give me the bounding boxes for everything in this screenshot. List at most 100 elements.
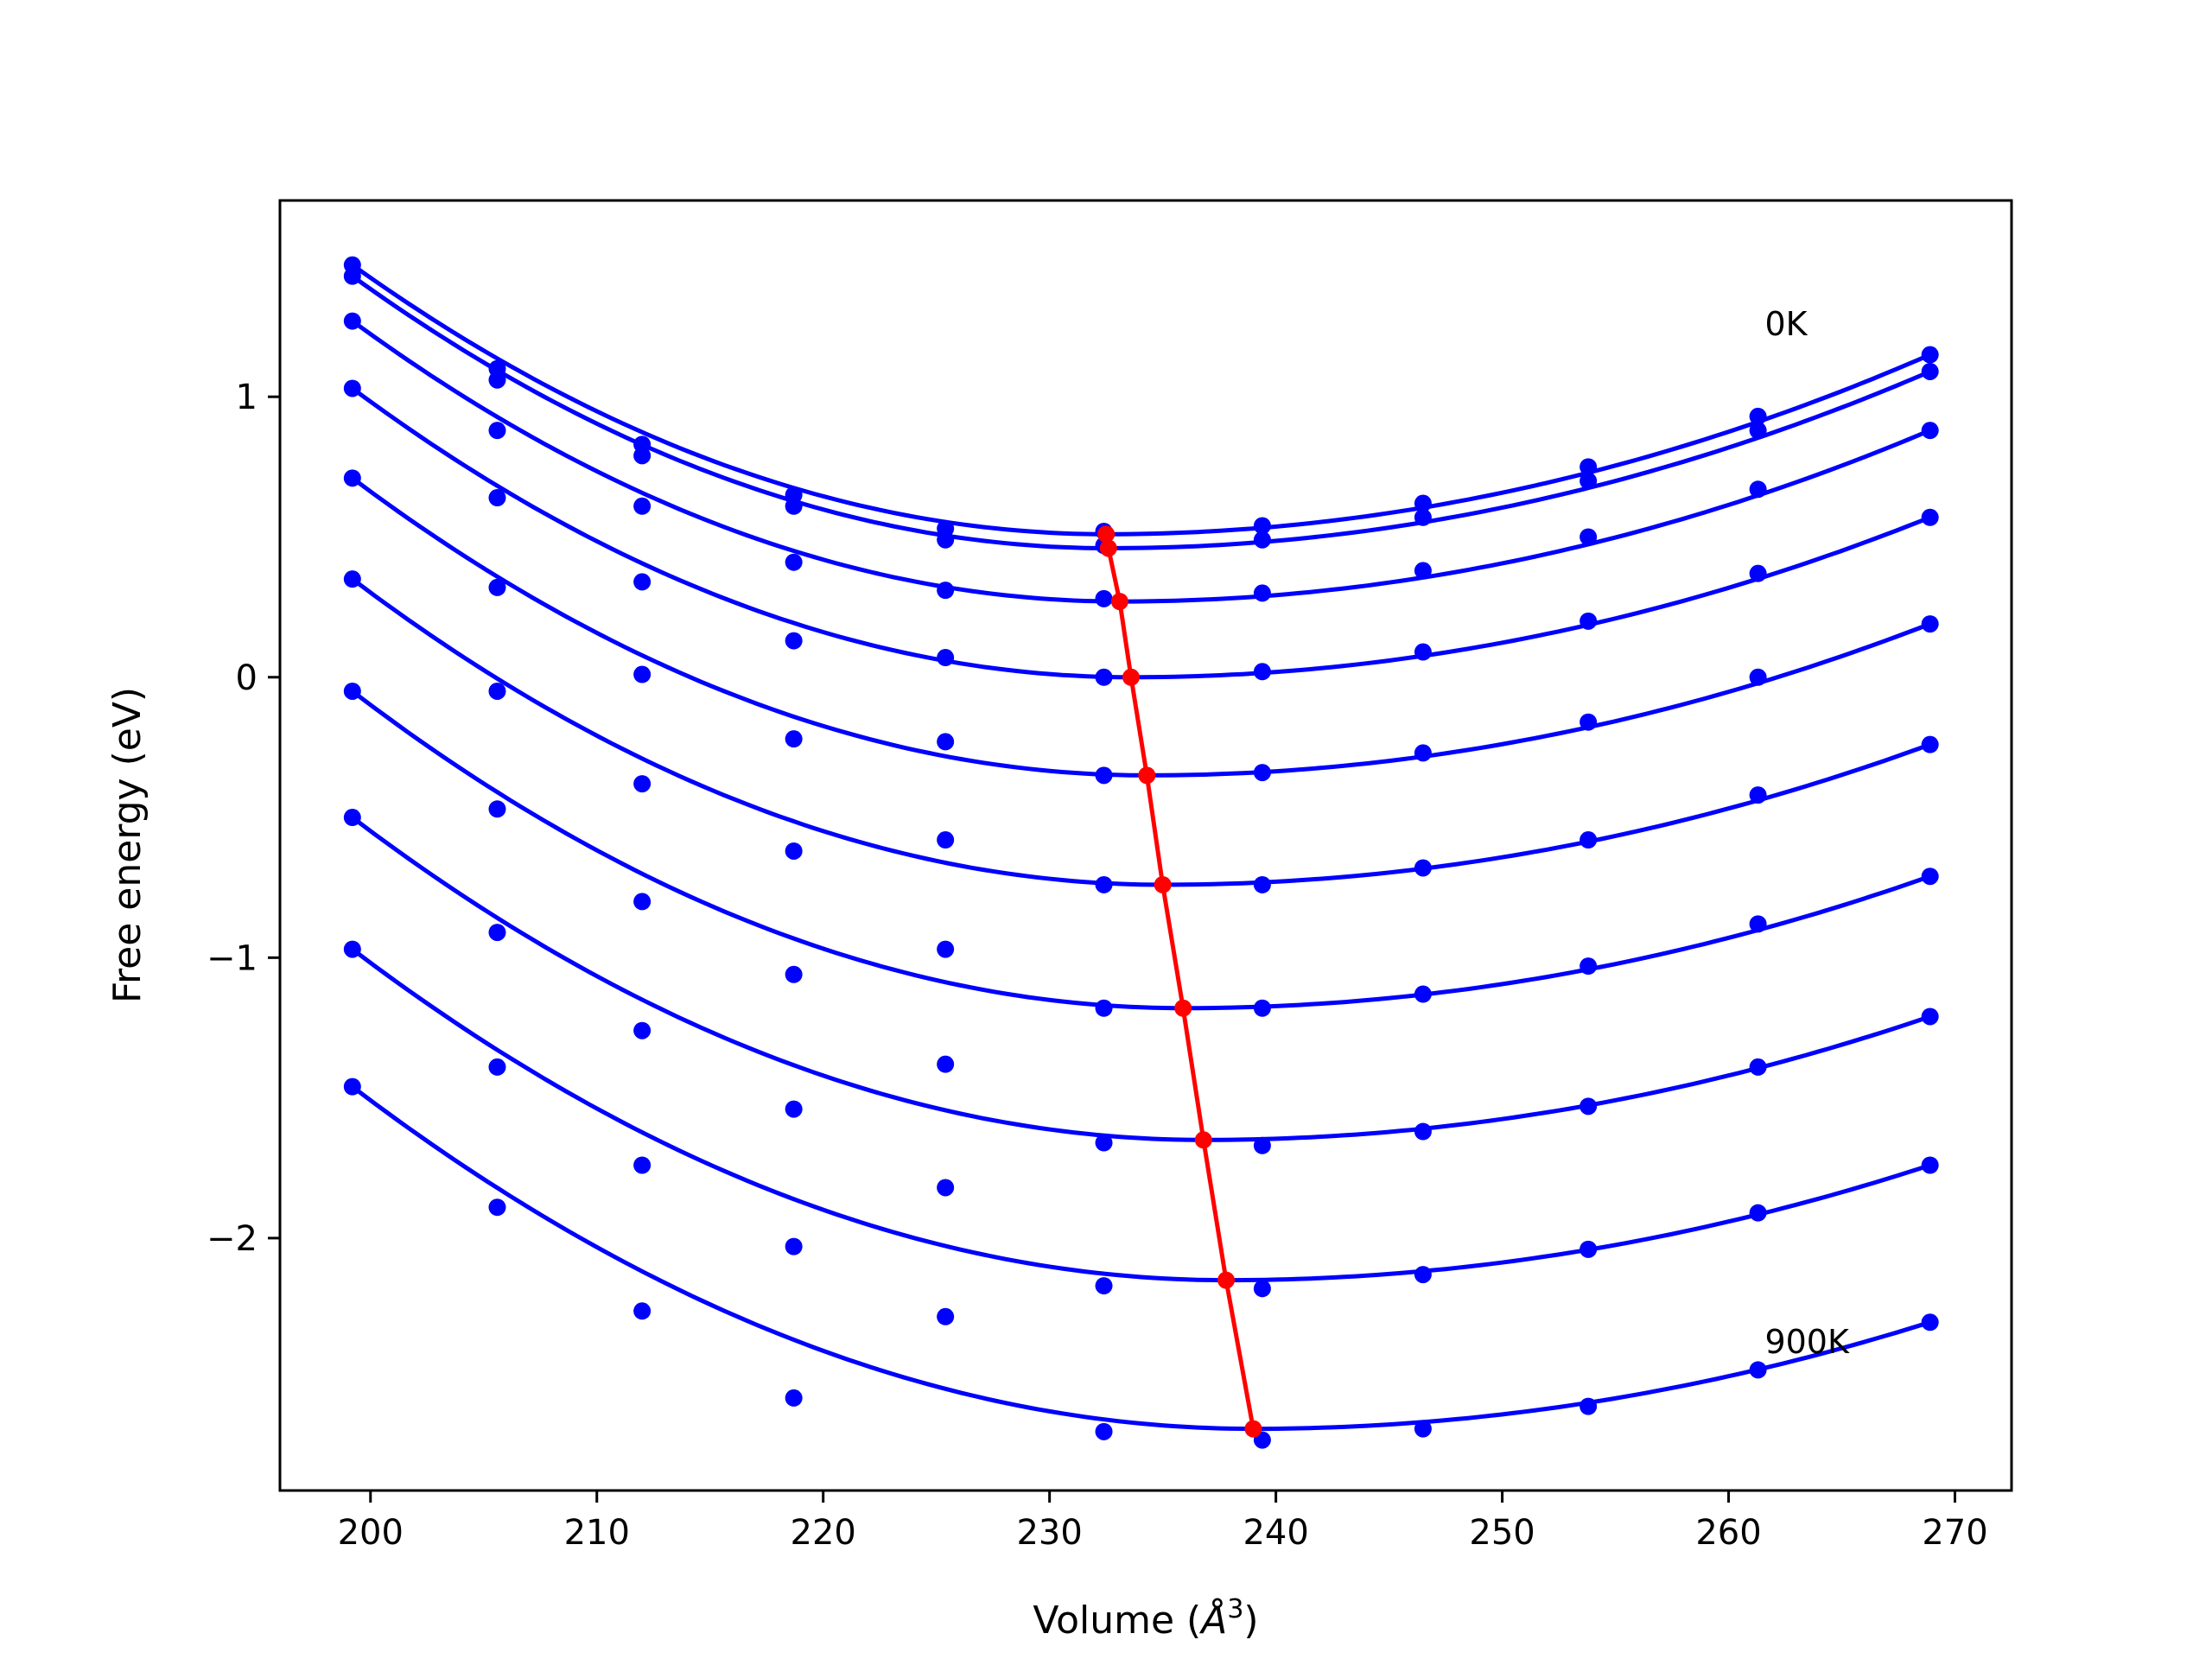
fit-curve-6 (351, 690, 1931, 1011)
data-point (633, 497, 652, 515)
data-point (1921, 508, 1939, 526)
data-point (1095, 1277, 1113, 1295)
fit-curve-7 (351, 816, 1931, 1142)
data-point (1253, 999, 1271, 1017)
data-point (937, 733, 955, 751)
y-axis-ticks: 1 0 −1 −2 (207, 378, 280, 1259)
minimum-line (1097, 525, 1262, 1438)
data-point (1580, 957, 1598, 976)
fit-curve-3 (351, 386, 1931, 680)
minimum-path (1103, 533, 1255, 1430)
data-point (1921, 735, 1939, 753)
y-tick-label: −2 (207, 1219, 257, 1259)
data-point (1580, 472, 1598, 490)
data-point (633, 1021, 652, 1039)
data-point (785, 965, 803, 983)
data-point (488, 800, 506, 818)
data-point (488, 489, 506, 507)
data-point (1749, 786, 1767, 804)
data-point (343, 1077, 361, 1096)
x-tick-label: 270 (1922, 1513, 1987, 1553)
plot-frame (278, 199, 2013, 1492)
data-point (343, 267, 361, 285)
data-point (1095, 766, 1113, 785)
data-point (1095, 1422, 1113, 1440)
data-point (1095, 1134, 1113, 1152)
y-tick-label: 1 (236, 378, 257, 417)
data-point (1414, 1122, 1432, 1141)
data-point (343, 940, 361, 958)
x-tick-label: 210 (564, 1513, 630, 1553)
x-tick-label: 220 (791, 1513, 856, 1553)
data-point (1253, 1136, 1271, 1154)
data-point (1580, 1240, 1598, 1258)
data-point (488, 578, 506, 596)
data-point (1921, 868, 1939, 886)
data-point (937, 1307, 955, 1325)
x-tick-label: 250 (1469, 1513, 1535, 1553)
data-point (1253, 584, 1271, 602)
data-point (1749, 407, 1767, 425)
y-tick-label: 0 (236, 658, 257, 698)
minimum-point (1097, 525, 1116, 543)
data-point (785, 1389, 803, 1407)
data-point (785, 553, 803, 571)
data-point (343, 682, 361, 700)
data-point (1749, 1361, 1767, 1379)
data-point (1921, 1156, 1939, 1174)
data-point (633, 665, 652, 683)
fit-curve-9 (351, 1084, 1931, 1432)
minimum-point (1138, 766, 1156, 785)
fit-curve-0 (351, 263, 1931, 537)
data-point (633, 573, 652, 591)
x-tick-label: 240 (1243, 1513, 1308, 1553)
data-point (937, 531, 955, 549)
minimum-point (1099, 539, 1117, 557)
data-point (343, 469, 361, 487)
data-point (1253, 1280, 1271, 1298)
data-point (1921, 346, 1939, 364)
data-point (1749, 915, 1767, 933)
data-point (785, 1237, 803, 1255)
temperature-annotation: 0K (1764, 305, 1808, 343)
data-point (343, 312, 361, 330)
x-tick-label: 200 (338, 1513, 404, 1553)
data-point (1253, 663, 1271, 681)
minimum-point (1122, 668, 1140, 686)
data-point (343, 809, 361, 827)
data-point (1921, 615, 1939, 633)
data-point (633, 447, 652, 465)
temperature-annotation: 900K (1764, 1323, 1850, 1361)
minimum-point (1154, 875, 1172, 893)
y-tick-label: −1 (207, 938, 257, 978)
data-point (488, 1198, 506, 1217)
data-point (633, 1302, 652, 1320)
data-point (1921, 1007, 1939, 1026)
data-point (785, 842, 803, 860)
data-point (1414, 1420, 1432, 1438)
data-point (785, 497, 803, 515)
data-point (633, 775, 652, 793)
data-point (1580, 831, 1598, 849)
data-point (1253, 764, 1271, 782)
data-point (1749, 668, 1767, 686)
data-point (1414, 562, 1432, 580)
data-point (1580, 458, 1598, 476)
x-tick-label: 230 (1016, 1513, 1082, 1553)
minimum-point (1217, 1271, 1235, 1289)
data-point (343, 379, 361, 397)
minimum-point (1244, 1420, 1262, 1438)
data-point (1095, 589, 1113, 607)
data-point (1580, 713, 1598, 731)
fit-curve-2 (351, 319, 1931, 604)
x-axis-label: Volume (Å3) (1033, 1594, 1258, 1643)
data-point (937, 831, 955, 849)
data-point (1095, 999, 1113, 1017)
data-point (343, 570, 361, 588)
data-point (1414, 494, 1432, 512)
data-point (1414, 643, 1432, 661)
annotations: 0K 900K (1764, 305, 1850, 1361)
data-point (1921, 362, 1939, 380)
